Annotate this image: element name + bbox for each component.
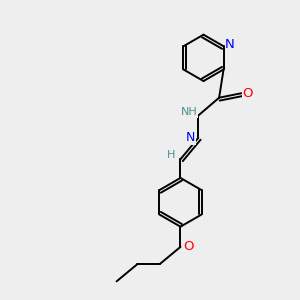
Text: O: O xyxy=(183,240,194,254)
Text: N: N xyxy=(186,131,196,144)
Text: NH: NH xyxy=(181,107,198,117)
Text: N: N xyxy=(225,38,234,51)
Text: O: O xyxy=(243,87,253,100)
Text: H: H xyxy=(167,150,175,160)
